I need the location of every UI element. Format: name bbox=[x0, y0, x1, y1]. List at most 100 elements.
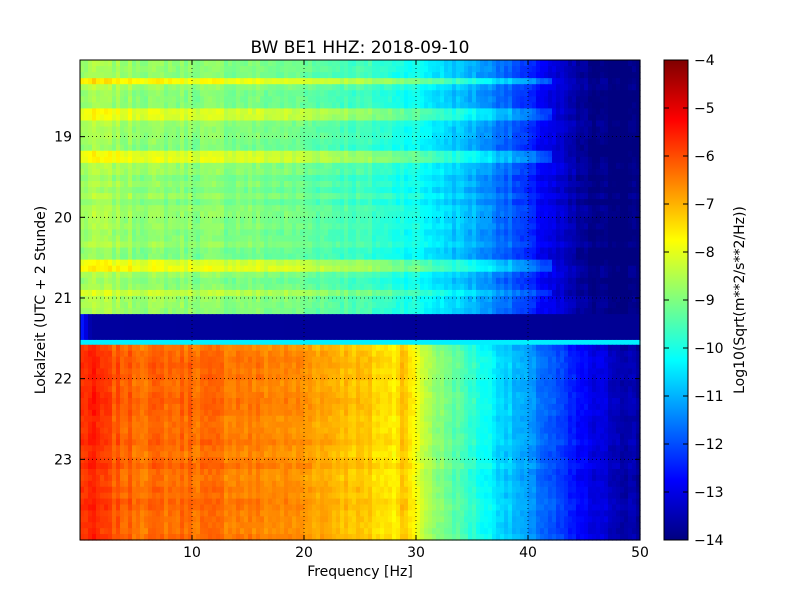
heatmap-cell bbox=[324, 72, 329, 79]
heatmap-cell bbox=[156, 217, 161, 224]
heatmap-cell bbox=[320, 241, 325, 249]
heatmap-cell bbox=[472, 126, 477, 134]
heatmap-cell bbox=[576, 168, 581, 176]
heatmap-cell bbox=[544, 241, 549, 249]
heatmap-cell bbox=[548, 132, 553, 140]
heatmap-cell bbox=[148, 150, 153, 158]
heatmap-cell bbox=[404, 66, 409, 73]
heatmap-cell bbox=[336, 156, 341, 164]
heatmap-cell bbox=[424, 211, 429, 218]
heatmap-cell bbox=[176, 223, 181, 231]
heatmap-cell bbox=[504, 84, 509, 91]
heatmap-cell bbox=[528, 235, 533, 243]
heatmap-cell bbox=[448, 223, 453, 231]
heatmap-cell bbox=[608, 78, 613, 85]
heatmap-cell bbox=[636, 181, 641, 188]
heatmap-cell bbox=[140, 168, 145, 176]
heatmap-cell bbox=[224, 259, 229, 267]
heatmap-cell bbox=[484, 102, 489, 109]
heatmap-cell bbox=[220, 96, 225, 103]
heatmap-cell bbox=[536, 102, 541, 109]
heatmap-cell bbox=[96, 78, 101, 85]
heatmap-cell bbox=[132, 253, 137, 261]
heatmap-cell bbox=[88, 96, 93, 103]
heatmap-cell bbox=[188, 271, 193, 279]
heatmap-cell bbox=[116, 156, 121, 164]
heatmap-cell bbox=[260, 217, 265, 224]
heatmap-cell bbox=[544, 120, 549, 128]
heatmap-cell bbox=[164, 271, 169, 279]
heatmap-cell bbox=[268, 72, 273, 79]
heatmap-cell bbox=[620, 162, 625, 170]
heatmap-cell bbox=[332, 72, 337, 79]
heatmap-cell bbox=[400, 174, 405, 182]
heatmap-cell bbox=[576, 205, 581, 212]
heatmap-cell bbox=[600, 253, 605, 261]
heatmap-cell bbox=[144, 205, 149, 212]
heatmap-cell bbox=[452, 193, 457, 200]
heatmap-cell bbox=[292, 217, 297, 224]
heatmap-cell bbox=[416, 235, 421, 243]
heatmap-cell bbox=[132, 271, 137, 279]
heatmap-cell bbox=[268, 271, 273, 279]
heatmap-cell bbox=[632, 114, 637, 122]
heatmap-cell bbox=[184, 271, 189, 279]
heatmap-cell bbox=[328, 187, 333, 194]
heatmap-cell bbox=[580, 174, 585, 182]
heatmap-cell bbox=[532, 205, 537, 212]
heatmap-cell bbox=[596, 66, 601, 73]
heatmap-cell bbox=[164, 235, 169, 243]
heatmap-cell bbox=[344, 162, 349, 170]
heatmap-cell bbox=[600, 211, 605, 218]
heatmap-cell bbox=[384, 126, 389, 134]
heatmap-cell bbox=[284, 205, 289, 212]
heatmap-cell bbox=[232, 126, 237, 134]
heatmap-cell bbox=[340, 229, 345, 237]
heatmap-cell bbox=[296, 193, 301, 200]
heatmap-cell bbox=[508, 205, 513, 212]
heatmap-cell bbox=[376, 150, 381, 158]
heatmap-cell bbox=[196, 120, 201, 128]
heatmap-cell bbox=[264, 168, 269, 176]
heatmap-cell bbox=[348, 217, 353, 224]
heatmap-cell bbox=[292, 265, 297, 273]
heatmap-cell bbox=[172, 259, 177, 267]
heatmap-cell bbox=[520, 229, 525, 237]
heatmap-cell bbox=[192, 241, 197, 249]
heatmap-cell bbox=[228, 156, 233, 164]
heatmap-cell bbox=[628, 193, 633, 200]
heatmap-cell bbox=[584, 199, 589, 206]
heatmap-cell bbox=[604, 114, 609, 122]
heatmap-cell bbox=[532, 199, 537, 206]
heatmap-cell bbox=[116, 241, 121, 249]
heatmap-cell bbox=[296, 241, 301, 249]
heatmap-cell bbox=[468, 211, 473, 218]
heatmap-cell bbox=[184, 60, 189, 67]
heatmap-cell bbox=[596, 72, 601, 79]
heatmap-cell bbox=[196, 205, 201, 212]
heatmap-cell bbox=[224, 229, 229, 237]
heatmap-cell bbox=[584, 66, 589, 73]
heatmap-cell bbox=[616, 223, 621, 231]
heatmap-cell bbox=[408, 162, 413, 170]
heatmap-cell bbox=[632, 132, 637, 140]
heatmap-cell bbox=[208, 120, 213, 128]
heatmap-cell bbox=[552, 193, 557, 200]
heatmap-cell bbox=[380, 211, 385, 218]
heatmap-cell bbox=[356, 241, 361, 249]
heatmap-cell bbox=[80, 66, 85, 73]
heatmap-cell bbox=[220, 241, 225, 249]
heatmap-cell bbox=[508, 60, 513, 67]
heatmap-cell bbox=[524, 168, 529, 176]
heatmap-cell bbox=[80, 223, 85, 231]
heatmap-cell bbox=[252, 132, 257, 140]
heatmap-cell bbox=[356, 247, 361, 255]
heatmap-cell bbox=[212, 60, 217, 67]
heatmap-cell bbox=[172, 253, 177, 261]
heatmap-cell bbox=[156, 193, 161, 200]
heatmap-cell bbox=[460, 241, 465, 249]
heatmap-cell bbox=[428, 126, 433, 134]
heatmap-cell bbox=[388, 174, 393, 182]
heatmap-cell bbox=[388, 168, 393, 176]
heatmap-cell bbox=[508, 66, 513, 73]
